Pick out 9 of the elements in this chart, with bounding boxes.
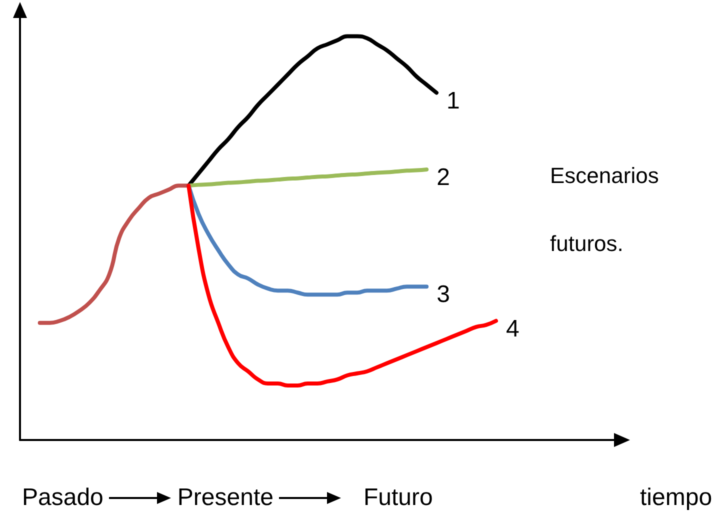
- text: Presente: [177, 484, 274, 512]
- text: Futuro: [363, 484, 433, 512]
- text: Pasado: [22, 484, 104, 512]
- series-label: 1: [446, 87, 460, 114]
- series-label: 3: [436, 281, 450, 308]
- text: Escenarios futuros.: [550, 163, 659, 256]
- series-label: 2: [436, 164, 450, 191]
- series-label: 4: [506, 315, 520, 342]
- x-axis-title: tiempo: [640, 484, 712, 512]
